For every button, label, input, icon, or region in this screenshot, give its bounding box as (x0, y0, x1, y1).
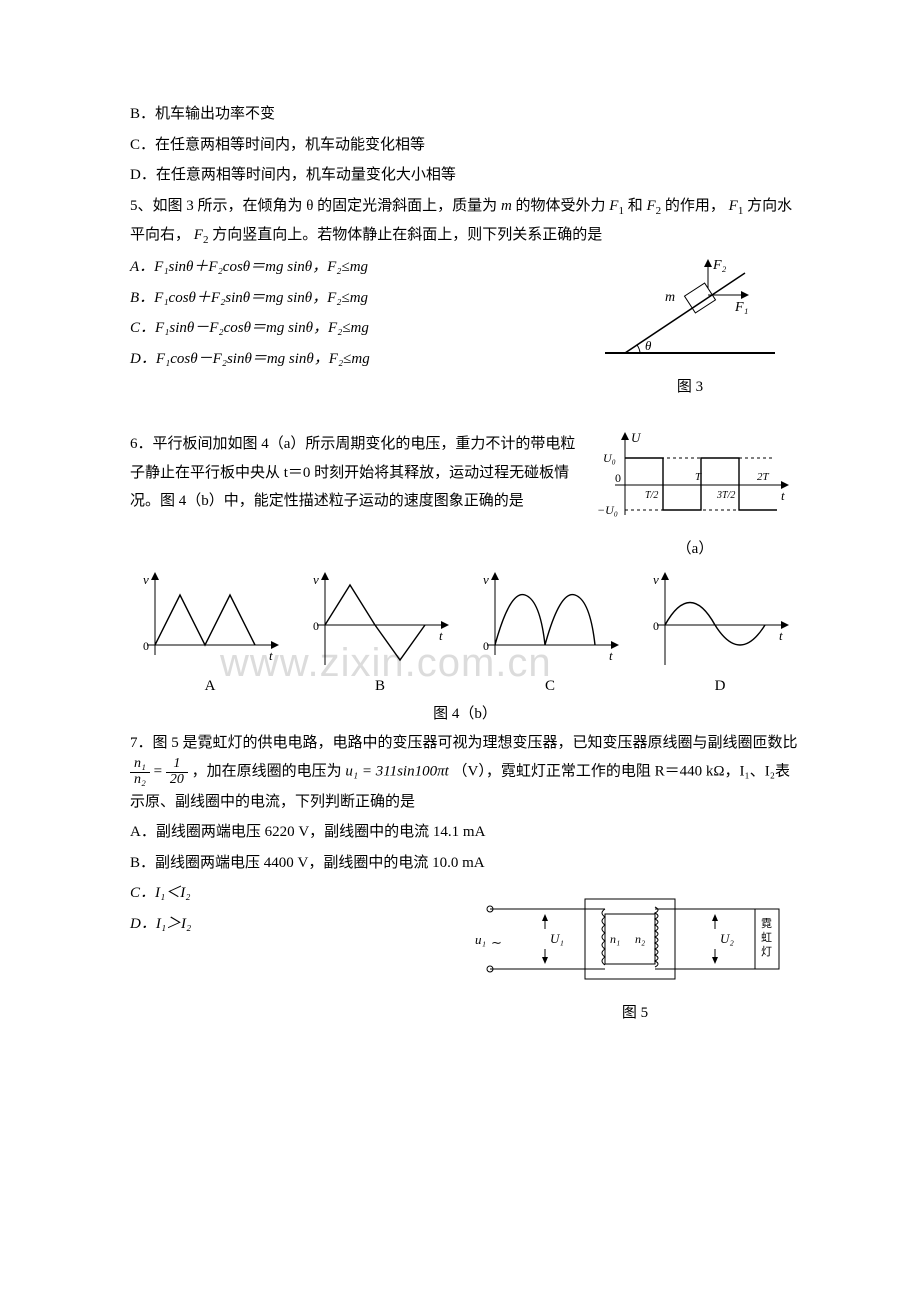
q7-den1: n₂ (130, 773, 150, 788)
q5-f2s: 2 (656, 205, 662, 217)
q4-opt-d: D．在任意两相等时间内，机车动量变化大小相等 (130, 161, 800, 190)
fig3-m: m (665, 290, 675, 305)
fig4a-U0: U₀ (603, 451, 616, 465)
opt-d-label: D (640, 672, 800, 701)
fig4a-U: U (631, 430, 642, 445)
graph-c: v 0 t C (470, 570, 630, 701)
q7-opt-c: C．I₁＜I₂ (130, 879, 470, 908)
q7-eq: = (154, 764, 166, 780)
q7-frac1: n₁n₂ (130, 757, 150, 787)
gd-0: 0 (653, 619, 659, 633)
fig5-n2: n₂ (635, 932, 645, 946)
q5-f2s2: 2 (203, 234, 209, 246)
fig3-f2: F₂ (712, 258, 727, 273)
fig5-ac: ∼ (491, 935, 502, 950)
q5-stem-4: 的作用， (665, 198, 725, 214)
q5-f2v2: F (194, 227, 203, 243)
fig5-caption: 图 5 (470, 999, 800, 1028)
fig3-f1: F₁ (734, 300, 748, 315)
graph-b: v 0 t B (300, 570, 460, 701)
gc-t: t (609, 648, 613, 663)
fig4a-2T: 2T (757, 471, 770, 483)
q7-stem: 7．图 5 是霓虹灯的供电电路，电路中的变压器可视为理想变压器，已知变压器原线圈… (130, 729, 800, 816)
graph-d: v 0 t D (640, 570, 800, 701)
q5-m: m (501, 198, 512, 214)
q5-opt-c: C．F₁sinθ－F₂cosθ＝mg sinθ，F₂≤mg (130, 314, 580, 343)
figure-3: θ m F₂ F₁ 图 3 (580, 253, 800, 402)
q7-opt-d: D．I₁＞I₂ (130, 910, 470, 939)
q5-f1v2: F (729, 198, 738, 214)
q4-opt-b: B．机车输出功率不变 (130, 100, 800, 129)
q5-stem-1: 5、如图 3 所示，在倾角为 θ 的固定光滑斜面上，质量为 (130, 198, 497, 214)
q5-stem-3: 和 (628, 198, 647, 214)
q7-opt-b: B．副线圈两端电压 4400 V，副线圈中的电流 10.0 mA (130, 849, 800, 878)
q5-stem: 5、如图 3 所示，在倾角为 θ 的固定光滑斜面上，质量为 m 的物体受外力 F… (130, 192, 800, 252)
q7-num2: 1 (166, 757, 188, 773)
figure-4a: U U₀ −U₀ 0 t T/2 T 3T/2 2T （a） (590, 430, 800, 564)
ga-v: v (143, 572, 149, 587)
q7-den2: 20 (166, 773, 188, 788)
fig4a-t2: T/2 (645, 490, 658, 501)
gc-0: 0 (483, 639, 489, 653)
fig4a-T: T (695, 471, 702, 483)
q7-opt-a: A．副线圈两端电压 6220 V，副线圈中的电流 14.1 mA (130, 818, 800, 847)
q5-f1s2: 1 (738, 205, 744, 217)
ga-t: t (269, 648, 273, 663)
graph-a: v 0 t A (130, 570, 290, 701)
q5-opt-b: B．F₁cosθ＋F₂sinθ＝mg sinθ，F₂≤mg (130, 284, 580, 313)
q7-s1: 7．图 5 是霓虹灯的供电电路，电路中的变压器可视为理想变压器，已知变压器原线圈… (130, 735, 798, 751)
figure-4b-row: v 0 t A v 0 t B (130, 570, 800, 701)
gb-v: v (313, 572, 319, 587)
gc-v: v (483, 572, 489, 587)
q5-stem-6: 方向竖直向上。若物体静止在斜面上，则下列关系正确的是 (212, 227, 602, 243)
fig4a-zero: 0 (615, 471, 621, 485)
q7-s2: ，加在原线圈的电压为 (192, 764, 342, 780)
q7-num1: n₁ (130, 757, 150, 773)
fig5-lamp1: 霓 (761, 917, 772, 930)
q7-eqn: u₁ = 311sin100πt (345, 764, 448, 780)
q5-f2v: F (646, 198, 655, 214)
fig5-lamp2: 虹 (761, 931, 772, 944)
fig5-u1: u₁ (475, 932, 486, 947)
gd-v: v (653, 572, 659, 587)
q4-opt-c: C．在任意两相等时间内，机车动能变化相等 (130, 131, 800, 160)
fig4b-caption: 图 4（b） (130, 700, 800, 729)
fig4a-t: t (781, 488, 785, 503)
opt-b-label: B (300, 672, 460, 701)
gd-t: t (779, 628, 783, 643)
q5-stem-2: 的物体受外力 (516, 198, 610, 214)
q7-frac2: 120 (166, 757, 188, 787)
q6-stem: 6．平行板间加如图 4（a）所示周期变化的电压，重力不计的带电粒子静止在平行板中… (130, 430, 590, 516)
fig4a-t32: 3T/2 (716, 490, 735, 501)
gb-t: t (439, 628, 443, 643)
fig3-caption: 图 3 (580, 373, 800, 402)
fig5-n1: n₁ (610, 932, 620, 946)
fig5-U2: U₂ (720, 931, 734, 946)
fig5-U1: U₁ (550, 931, 564, 946)
fig5-lamp3: 灯 (761, 945, 772, 958)
fig4a-caption: （a） (590, 535, 800, 564)
ga-0: 0 (143, 639, 149, 653)
opt-c-label: C (470, 672, 630, 701)
opt-a-label: A (130, 672, 290, 701)
figure-5: u₁ ∼ U₁ n₁ n₂ U₂ (470, 879, 800, 1028)
q5-f1s: 1 (618, 205, 624, 217)
gb-0: 0 (313, 619, 319, 633)
page-content: B．机车输出功率不变 C．在任意两相等时间内，机车动能变化相等 D．在任意两相等… (130, 100, 800, 1028)
fig3-theta: θ (645, 338, 652, 353)
fig4a-mU0: −U₀ (597, 503, 618, 517)
q5-opt-d: D．F₁cosθ－F₂sinθ＝mg sinθ，F₂≤mg (130, 345, 580, 374)
q5-opt-a: A．F₁sinθ＋F₂cosθ＝mg sinθ，F₂≤mg (130, 253, 580, 282)
